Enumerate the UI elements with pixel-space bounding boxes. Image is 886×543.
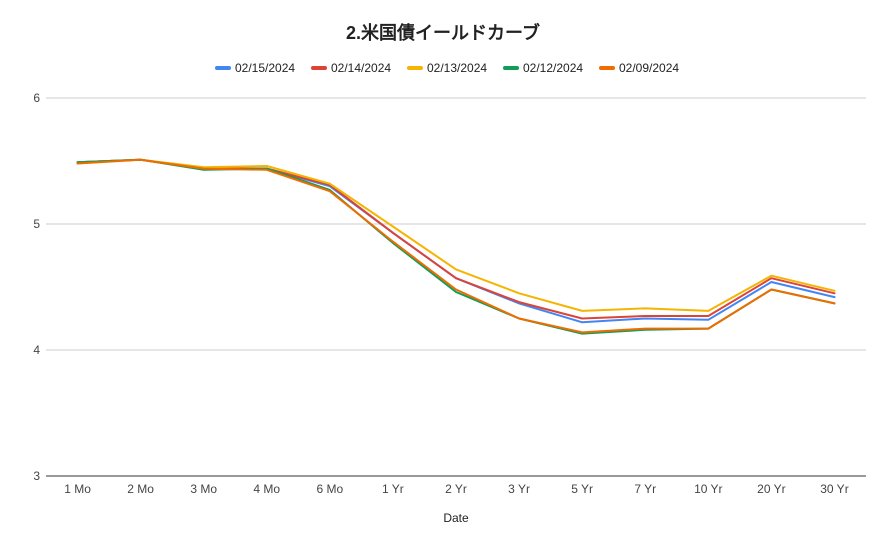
- y-tick-label: 4: [33, 343, 40, 357]
- y-tick-label: 5: [33, 217, 40, 231]
- legend-item: 02/09/2024: [599, 61, 679, 75]
- x-axis-ticks: 1 Mo 2 Mo 3 Mo 4 Mo 6 Mo 1 Yr 2 Yr 3 Yr 5 Yr 7 Yr…: [64, 482, 849, 496]
- chart-title: 2.米国債イールドカーブ: [346, 22, 540, 43]
- legend: 02/15/2024 02/14/2024 02/13/2024 02/12/2024…: [215, 61, 679, 75]
- series-line-02/15/2024: [76, 158, 836, 324]
- y-tick-label: 3: [33, 469, 40, 483]
- x-tick-label: 1 Mo: [64, 482, 91, 496]
- legend-label: 02/09/2024: [619, 61, 679, 75]
- legend-item: 02/15/2024: [215, 61, 295, 75]
- x-tick-label: 6 Mo: [317, 482, 344, 496]
- y-tick-label: 6: [33, 91, 40, 105]
- series-lines: [76, 158, 836, 335]
- x-tick-label: 3 Yr: [508, 482, 530, 496]
- x-tick-label: 2 Yr: [445, 482, 467, 496]
- x-tick-label: 1 Yr: [382, 482, 404, 496]
- legend-item: 02/12/2024: [503, 61, 583, 75]
- x-tick-label: 20 Yr: [757, 482, 785, 496]
- legend-item: 02/13/2024: [407, 61, 487, 75]
- x-tick-label: 3 Mo: [190, 482, 217, 496]
- x-tick-label: 5 Yr: [571, 482, 593, 496]
- series-line-02/13/2024: [76, 158, 836, 312]
- x-tick-label: 2 Mo: [127, 482, 154, 496]
- x-tick-label: 4 Mo: [253, 482, 280, 496]
- series-line-02/09/2024: [76, 158, 836, 334]
- x-tick-label: 7 Yr: [634, 482, 656, 496]
- y-axis-ticks: 3 4 5 6: [33, 91, 40, 483]
- x-axis-title: Date: [443, 511, 469, 525]
- legend-label: 02/12/2024: [523, 61, 583, 75]
- x-tick-label: 30 Yr: [820, 482, 848, 496]
- legend-label: 02/15/2024: [235, 61, 295, 75]
- x-tick-label: 10 Yr: [694, 482, 722, 496]
- series-line-02/14/2024: [76, 158, 836, 320]
- legend-label: 02/14/2024: [331, 61, 391, 75]
- gridlines: [46, 97, 866, 477]
- legend-item: 02/14/2024: [311, 61, 391, 75]
- legend-label: 02/13/2024: [427, 61, 487, 75]
